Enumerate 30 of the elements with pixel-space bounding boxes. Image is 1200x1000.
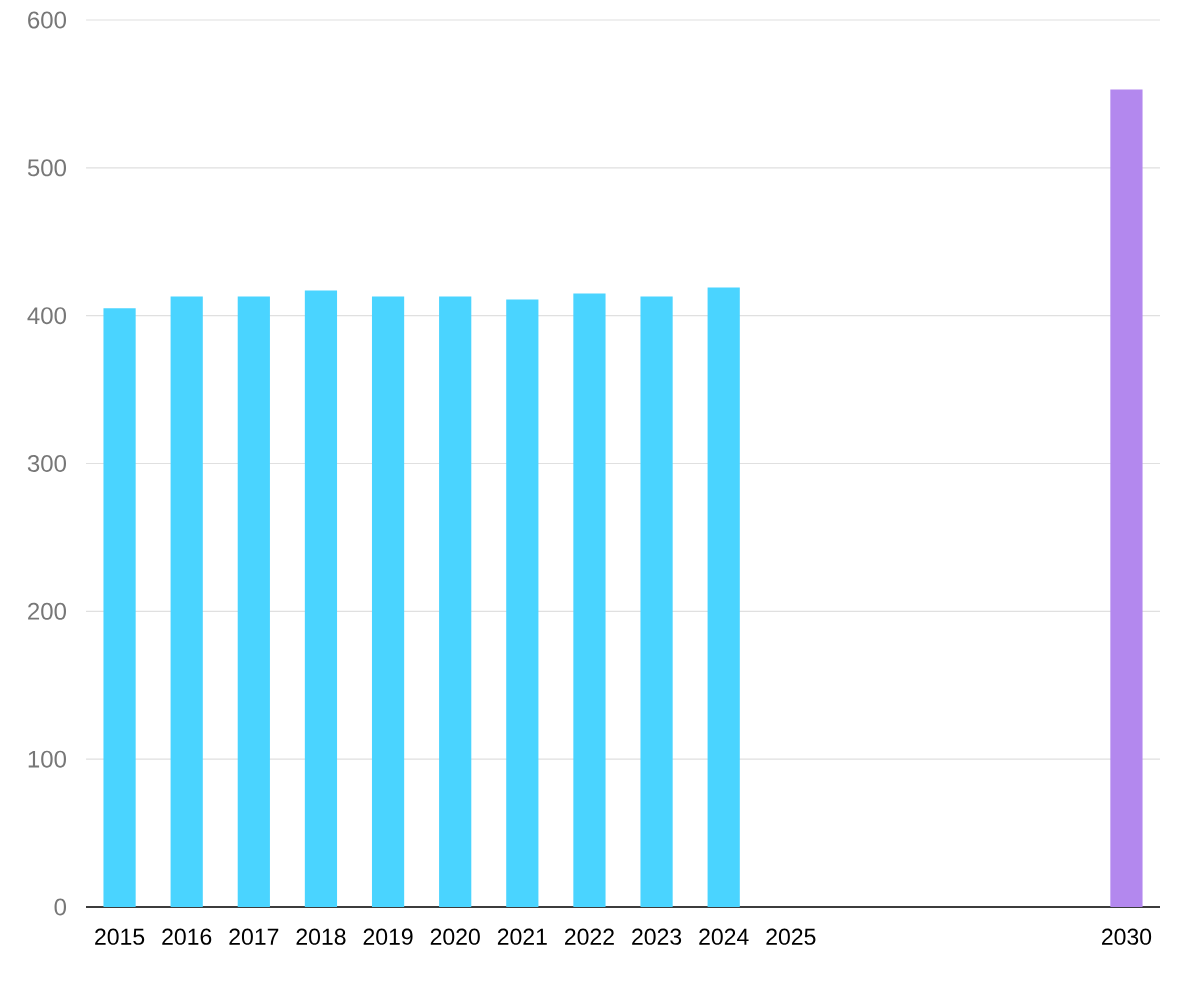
y-tick-label: 400 [27, 307, 67, 325]
x-tick-label: 2016 [162, 928, 212, 945]
y-tick-label: 600 [28, 11, 67, 29]
bar [640, 296, 673, 907]
bar [170, 296, 203, 907]
x-tick-label: 2020 [430, 928, 480, 945]
bar [304, 290, 338, 907]
bar [573, 293, 606, 907]
bar [237, 296, 270, 907]
x-tick-label: 2015 [95, 928, 145, 945]
y-tick-label: 200 [28, 602, 67, 620]
x-tick-label: 2021 [497, 928, 547, 945]
y-tick-label: 0 [54, 898, 67, 916]
x-tick-label: 2019 [363, 928, 413, 945]
bar [439, 296, 472, 907]
x-tick-label: 2030 [1102, 928, 1152, 945]
bar [1110, 89, 1143, 907]
bar [103, 308, 136, 907]
x-tick-label: 2018 [296, 928, 346, 945]
x-tick-label: 2022 [565, 928, 614, 945]
x-tick-label: 2025 [766, 928, 816, 945]
bar [506, 299, 539, 907]
y-tick-label: 100 [28, 750, 67, 768]
y-tick-label: 300 [27, 455, 67, 472]
x-tick-label: 2023 [632, 928, 682, 945]
bar [707, 287, 740, 907]
y-tick-label: 500 [27, 159, 67, 177]
x-tick-label: 2024 [699, 928, 749, 945]
x-tick-label: 2017 [229, 928, 279, 945]
bar [371, 296, 405, 907]
